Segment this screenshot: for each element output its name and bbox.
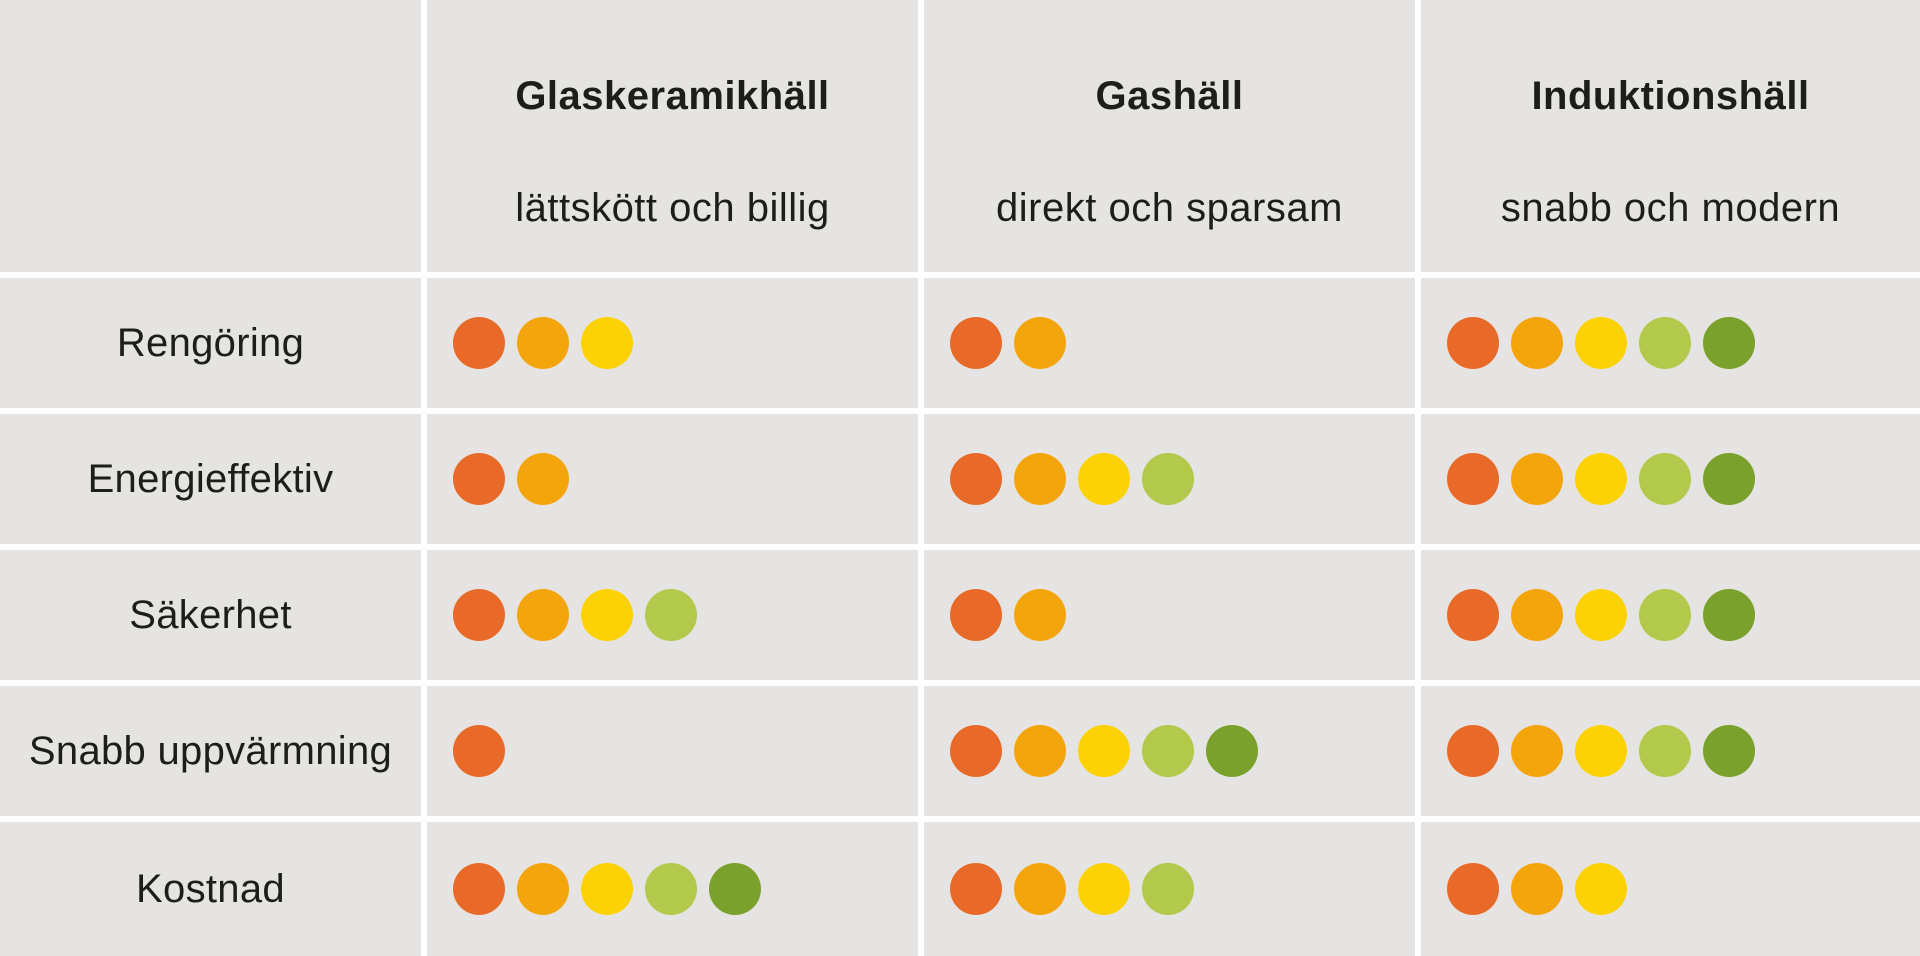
rating-dot — [645, 589, 697, 641]
rating-dot — [1639, 453, 1691, 505]
column-header-glaskeramikhall: Glaskeramikhäll lättskött och billig — [427, 0, 918, 272]
rating-dot — [517, 589, 569, 641]
rating-cell-snabb-uppvarmning-gashall — [924, 686, 1415, 816]
rating-dot — [1447, 725, 1499, 777]
rating-dot — [581, 317, 633, 369]
rating-dot — [1142, 863, 1194, 915]
rating-dot — [950, 317, 1002, 369]
column-title: Gashäll — [1095, 74, 1244, 118]
rating-dot — [1703, 725, 1755, 777]
rating-dot — [1014, 589, 1066, 641]
column-title: Induktionshäll — [1531, 74, 1810, 118]
rating-cell-snabb-uppvarmning-glaskeramikhall — [427, 686, 918, 816]
rating-cell-rengoring-induktionshall — [1421, 278, 1920, 408]
rating-dot — [1014, 317, 1066, 369]
rating-dot — [1206, 725, 1258, 777]
rating-dot — [950, 725, 1002, 777]
rating-cell-sakerhet-gashall — [924, 550, 1415, 680]
column-header-induktionshall: Induktionshäll snabb och modern — [1421, 0, 1920, 272]
rating-dot — [1142, 725, 1194, 777]
rating-dot — [1447, 317, 1499, 369]
rating-dot — [453, 863, 505, 915]
rating-cell-rengoring-glaskeramikhall — [427, 278, 918, 408]
rating-dot — [1703, 453, 1755, 505]
rating-dot — [1078, 725, 1130, 777]
rating-dot — [581, 863, 633, 915]
rating-dot — [453, 453, 505, 505]
rating-cell-energieffektiv-glaskeramikhall — [427, 414, 918, 544]
rating-dot — [1639, 317, 1691, 369]
rating-dot — [709, 863, 761, 915]
rating-dot — [517, 317, 569, 369]
rating-dot — [1447, 453, 1499, 505]
row-label-rengoring: Rengöring — [0, 278, 421, 408]
rating-cell-snabb-uppvarmning-induktionshall — [1421, 686, 1920, 816]
rating-dot — [1078, 453, 1130, 505]
column-title: Glaskeramikhäll — [515, 74, 830, 118]
rating-dot — [1575, 317, 1627, 369]
rating-dot — [517, 453, 569, 505]
column-header-gashall: Gashäll direkt och sparsam — [924, 0, 1415, 272]
rating-dot — [1575, 725, 1627, 777]
rating-dot — [1014, 453, 1066, 505]
rating-dot — [1014, 725, 1066, 777]
column-subtitle: direkt och sparsam — [996, 186, 1343, 230]
rating-dot — [1575, 589, 1627, 641]
row-label-snabb-uppvarmning: Snabb uppvärmning — [0, 686, 421, 816]
rating-dot — [1511, 453, 1563, 505]
rating-dot — [1511, 317, 1563, 369]
rating-cell-energieffektiv-induktionshall — [1421, 414, 1920, 544]
rating-cell-kostnad-induktionshall — [1421, 822, 1920, 956]
rating-dot — [453, 725, 505, 777]
rating-dot — [453, 317, 505, 369]
rating-dot — [1703, 317, 1755, 369]
rating-dot — [1511, 863, 1563, 915]
row-label-kostnad: Kostnad — [0, 822, 421, 956]
rating-dot — [517, 863, 569, 915]
rating-dot — [453, 589, 505, 641]
rating-dot — [1014, 863, 1066, 915]
row-label-sakerhet: Säkerhet — [0, 550, 421, 680]
rating-dot — [581, 589, 633, 641]
column-subtitle: lättskött och billig — [515, 186, 830, 230]
rating-cell-kostnad-gashall — [924, 822, 1415, 956]
rating-cell-sakerhet-induktionshall — [1421, 550, 1920, 680]
column-subtitle: snabb och modern — [1500, 186, 1841, 230]
rating-dot — [1511, 725, 1563, 777]
rating-dot — [1142, 453, 1194, 505]
rating-cell-rengoring-gashall — [924, 278, 1415, 408]
rating-dot — [1078, 863, 1130, 915]
rating-dot — [1575, 453, 1627, 505]
rating-dot — [645, 863, 697, 915]
rating-dot — [950, 863, 1002, 915]
row-label-energieffektiv: Energieffektiv — [0, 414, 421, 544]
rating-dot — [950, 589, 1002, 641]
rating-dot — [1447, 863, 1499, 915]
rating-dot — [1575, 863, 1627, 915]
rating-dot — [950, 453, 1002, 505]
corner-cell — [0, 0, 421, 272]
rating-dot — [1447, 589, 1499, 641]
rating-cell-kostnad-glaskeramikhall — [427, 822, 918, 956]
rating-dot — [1703, 589, 1755, 641]
rating-cell-energieffektiv-gashall — [924, 414, 1415, 544]
rating-dot — [1511, 589, 1563, 641]
rating-dot — [1639, 725, 1691, 777]
rating-cell-sakerhet-glaskeramikhall — [427, 550, 918, 680]
rating-dot — [1639, 589, 1691, 641]
